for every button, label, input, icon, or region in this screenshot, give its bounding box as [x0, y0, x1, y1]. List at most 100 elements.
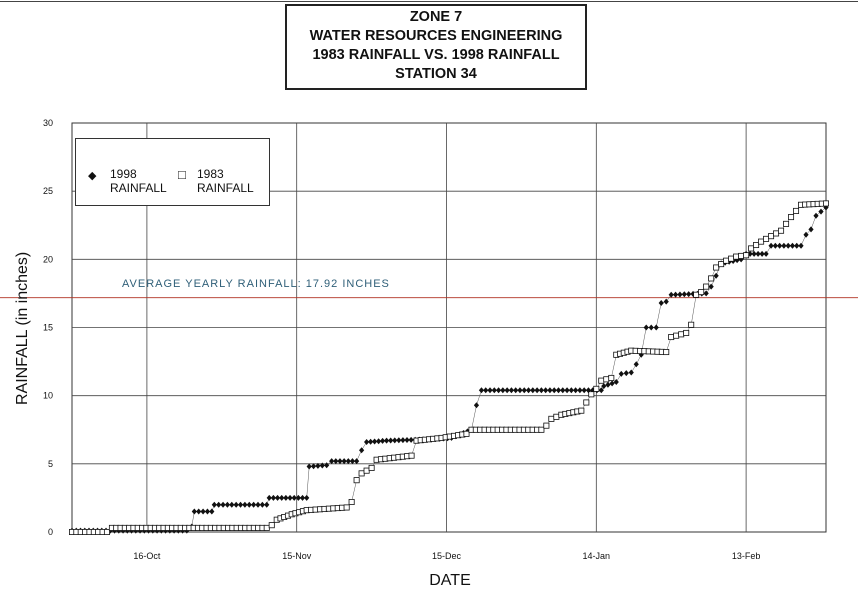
point-1998	[242, 501, 248, 508]
point-1998	[295, 494, 301, 501]
point-1983	[663, 349, 670, 356]
y-tick-label: 10	[43, 391, 53, 401]
point-1998	[504, 387, 510, 394]
point-1998	[237, 501, 244, 508]
point-1998	[648, 324, 654, 331]
point-1998	[310, 463, 317, 470]
legend-1998-marker: ◆	[88, 170, 97, 182]
point-1983	[538, 426, 545, 433]
x-axis-label: DATE	[429, 572, 471, 589]
point-1983	[358, 470, 365, 477]
point-1983	[343, 504, 350, 511]
point-1998	[703, 290, 709, 297]
point-1983	[103, 529, 110, 536]
point-1983	[588, 391, 595, 398]
point-1983	[668, 334, 675, 341]
point-1998	[304, 494, 310, 501]
point-1998	[315, 462, 321, 469]
point-1998	[763, 250, 769, 257]
point-1998	[473, 402, 480, 409]
point-1998	[279, 494, 285, 501]
point-1998	[478, 387, 485, 394]
point-1998	[264, 501, 270, 508]
point-1998	[613, 379, 619, 386]
point-1998	[803, 231, 809, 238]
point-1998	[251, 501, 257, 508]
point-1998	[196, 508, 202, 515]
title-line-4: STATION 34	[395, 66, 477, 82]
point-1998	[663, 298, 669, 305]
point-1998	[643, 324, 649, 331]
point-1998	[375, 438, 382, 445]
point-1983	[718, 261, 725, 268]
point-1998	[808, 226, 814, 233]
point-1983	[368, 464, 375, 471]
point-1998	[751, 250, 757, 257]
point-1998	[368, 438, 374, 445]
point-1983	[463, 430, 470, 437]
point-1998	[551, 387, 557, 394]
point-1983	[543, 422, 550, 429]
point-1983	[548, 415, 555, 422]
point-1998	[349, 458, 356, 465]
point-1998	[388, 437, 394, 444]
point-1983	[758, 238, 765, 245]
x-tick-label: 15-Nov	[282, 551, 312, 561]
point-1998	[633, 361, 639, 368]
point-1998	[270, 494, 276, 501]
point-1998	[609, 380, 615, 387]
point-1998	[233, 501, 239, 508]
point-1983	[603, 376, 610, 383]
chart-title-box: ZONE 7 WATER RESOURCES ENGINEERING 1983 …	[285, 4, 587, 90]
point-1998	[408, 436, 414, 443]
legend-1983-year: 1983	[197, 167, 224, 181]
point-1983	[553, 413, 560, 420]
point-1998	[274, 494, 281, 501]
point-1998	[500, 387, 506, 394]
point-1998	[555, 387, 562, 394]
point-1998	[324, 462, 330, 469]
point-1998	[359, 447, 365, 454]
point-1998	[291, 494, 297, 501]
title-line-3: 1983 RAINFALL VS. 1998 RAINFALL	[312, 47, 560, 63]
point-1998	[577, 387, 583, 394]
point-1998	[354, 458, 360, 465]
point-1998	[521, 387, 527, 394]
point-1998	[560, 387, 566, 394]
point-1983	[593, 385, 600, 392]
point-1998	[255, 501, 261, 508]
point-1998	[266, 494, 272, 501]
point-1983	[823, 200, 830, 207]
point-1998	[777, 242, 783, 249]
point-1998	[564, 387, 570, 394]
point-1998	[768, 242, 774, 249]
point-1983	[778, 227, 785, 234]
point-1998	[483, 387, 489, 394]
point-1998	[200, 508, 206, 515]
point-1983	[708, 275, 715, 282]
y-tick-label: 30	[43, 118, 53, 128]
series-line-1998	[72, 207, 827, 531]
point-1998	[283, 494, 289, 501]
point-1998	[495, 387, 502, 394]
point-1998	[618, 370, 624, 377]
point-1998	[337, 458, 343, 465]
point-1998	[287, 494, 293, 501]
point-1998	[672, 291, 679, 298]
point-1983	[688, 321, 695, 328]
point-1998	[211, 501, 217, 508]
point-1998	[364, 439, 370, 446]
legend: ◆ 1998 RAINFALL □ 1983 RAINFALL	[75, 138, 270, 206]
point-1998	[547, 387, 553, 394]
point-1998	[319, 462, 325, 469]
legend-1983-label: 1983 RAINFALL	[197, 167, 254, 195]
point-1998	[573, 387, 579, 394]
point-1998	[681, 291, 687, 298]
point-1983	[793, 207, 800, 214]
point-1998	[781, 242, 787, 249]
point-1983	[673, 332, 680, 339]
point-1983	[788, 214, 795, 221]
point-1998	[400, 437, 406, 444]
point-1998	[229, 501, 235, 508]
point-1998	[204, 508, 211, 515]
